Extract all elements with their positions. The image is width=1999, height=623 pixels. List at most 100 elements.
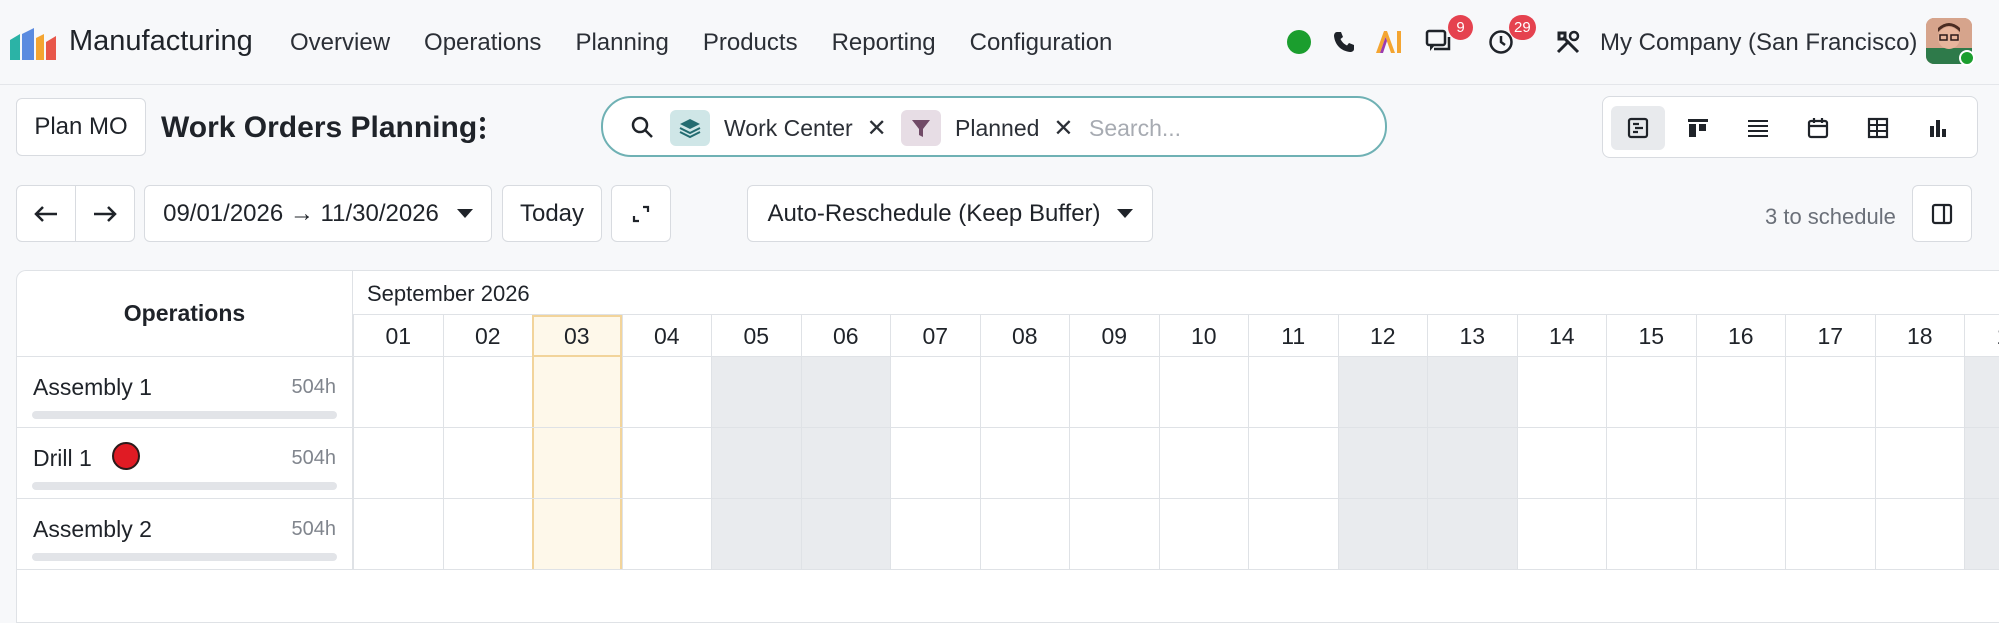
gantt-cell[interactable] (1695, 428, 1786, 498)
gantt-cell[interactable] (1785, 428, 1875, 498)
gantt-cell[interactable] (979, 499, 1070, 569)
phone-icon[interactable] (1326, 22, 1362, 62)
workload-bar (32, 411, 337, 419)
gantt-cell[interactable] (890, 499, 980, 569)
remove-facet-icon[interactable]: ✕ (1053, 114, 1074, 142)
plan-mo-button[interactable]: Plan MO (16, 98, 146, 156)
gantt-cell[interactable] (1337, 428, 1427, 498)
gantt-cell[interactable] (1248, 428, 1338, 498)
today-button[interactable]: Today (502, 185, 602, 242)
side-panel-toggle-icon[interactable] (1912, 185, 1972, 242)
gantt-cell[interactable] (1248, 357, 1338, 427)
gantt-cell[interactable] (1158, 499, 1249, 569)
search-input[interactable] (1089, 112, 1369, 144)
gantt-cell[interactable] (532, 499, 622, 569)
gantt-cell[interactable] (1427, 357, 1517, 427)
gantt-cell[interactable] (1874, 428, 1965, 498)
gantt-cell[interactable] (1516, 357, 1607, 427)
gantt-cell[interactable] (1337, 357, 1427, 427)
gantt-cell[interactable] (1516, 428, 1607, 498)
gantt-cell[interactable] (532, 428, 622, 498)
gantt-cell[interactable] (1516, 499, 1607, 569)
list-view-icon[interactable] (1731, 106, 1785, 150)
gantt-cell[interactable] (1964, 499, 1999, 569)
next-period-button[interactable] (75, 185, 135, 242)
gantt-cell[interactable] (1785, 499, 1875, 569)
gantt-cell[interactable] (1874, 357, 1965, 427)
menu-planning[interactable]: Planning (575, 29, 669, 56)
gantt-cell[interactable] (979, 357, 1070, 427)
gantt-cell[interactable] (800, 428, 890, 498)
work-center-row-header[interactable]: Drill 1 504h (17, 428, 353, 498)
gantt-cell[interactable] (621, 357, 712, 427)
gantt-cell[interactable] (442, 357, 533, 427)
gantt-cell[interactable] (1069, 499, 1159, 569)
gantt-cell[interactable] (800, 499, 890, 569)
gantt-cell[interactable] (1069, 357, 1159, 427)
gantt-cell[interactable] (890, 357, 980, 427)
manufacturing-app-icon[interactable] (10, 26, 56, 60)
app-name[interactable]: Manufacturing (69, 25, 253, 57)
gantt-cell[interactable] (621, 499, 712, 569)
activities-clock-icon[interactable]: 29 (1483, 15, 1536, 62)
gantt-cell[interactable] (1874, 499, 1965, 569)
calendar-view-icon[interactable] (1791, 106, 1845, 150)
gantt-cell[interactable] (1427, 428, 1517, 498)
gantt-cell[interactable] (800, 357, 890, 427)
messages-icon[interactable]: 9 (1420, 15, 1473, 62)
user-avatar[interactable] (1926, 18, 1972, 64)
day-header: 14 (1516, 315, 1607, 357)
previous-period-button[interactable] (16, 185, 76, 242)
gantt-cell[interactable] (1964, 357, 1999, 427)
remove-facet-icon[interactable]: ✕ (866, 114, 887, 142)
menu-overview[interactable]: Overview (290, 29, 391, 56)
gantt-cell[interactable] (532, 357, 622, 427)
gantt-cell[interactable] (1248, 499, 1338, 569)
gantt-cell[interactable] (1069, 428, 1159, 498)
gantt-cell[interactable] (442, 499, 533, 569)
to-schedule-count[interactable]: 3 to schedule (1765, 204, 1896, 229)
menu-products[interactable]: Products (702, 29, 798, 56)
menu-configuration[interactable]: Configuration (969, 29, 1113, 56)
gantt-cell[interactable] (979, 428, 1070, 498)
gantt-cell[interactable] (1785, 357, 1875, 427)
tools-icon[interactable] (1550, 22, 1586, 62)
presence-status-icon[interactable] (1284, 22, 1314, 62)
work-center-row-header[interactable]: Assembly 1 504h (17, 357, 353, 427)
ai-assistant-icon[interactable] (1372, 22, 1408, 62)
search-icon[interactable] (630, 115, 654, 139)
kanban-view-icon[interactable] (1671, 106, 1725, 150)
work-center-row-header[interactable]: Assembly 2 504h (17, 499, 353, 569)
kebab-menu-icon[interactable] (474, 113, 490, 143)
operations-header: Operations (17, 271, 353, 357)
gantt-cell[interactable] (1606, 428, 1696, 498)
gantt-cell[interactable] (1695, 357, 1786, 427)
gantt-cell[interactable] (1337, 499, 1427, 569)
gantt-cell[interactable] (1158, 357, 1249, 427)
menu-reporting[interactable]: Reporting (831, 29, 936, 56)
gantt-cell[interactable] (1606, 357, 1696, 427)
gantt-cell[interactable] (711, 428, 801, 498)
gantt-cell[interactable] (353, 428, 443, 498)
gantt-cell[interactable] (711, 499, 801, 569)
gantt-view-icon[interactable] (1611, 106, 1665, 150)
gantt-cell[interactable] (353, 357, 443, 427)
graph-view-icon[interactable] (1911, 106, 1965, 150)
company-switcher[interactable]: My Company (San Francisco) (1600, 29, 1918, 56)
gantt-cell[interactable] (1427, 499, 1517, 569)
gantt-cell[interactable] (353, 499, 443, 569)
gantt-cell[interactable] (1158, 428, 1249, 498)
gantt-cell[interactable] (711, 357, 801, 427)
gantt-cell[interactable] (621, 428, 712, 498)
auto-reschedule-dropdown[interactable]: Auto-Reschedule (Keep Buffer) (747, 185, 1153, 242)
gantt-cell[interactable] (1606, 499, 1696, 569)
gantt-cell[interactable] (442, 428, 533, 498)
menu-operations[interactable]: Operations (424, 29, 542, 56)
gantt-cell[interactable] (890, 428, 980, 498)
date-range-dropdown[interactable]: 09/01/2026 → 11/30/2026 (144, 185, 492, 242)
gantt-cell[interactable] (1695, 499, 1786, 569)
pivot-view-icon[interactable] (1851, 106, 1905, 150)
search-bar[interactable]: Work Center ✕ Planned ✕ (601, 96, 1387, 157)
expand-icon[interactable] (611, 185, 671, 242)
gantt-cell[interactable] (1964, 428, 1999, 498)
